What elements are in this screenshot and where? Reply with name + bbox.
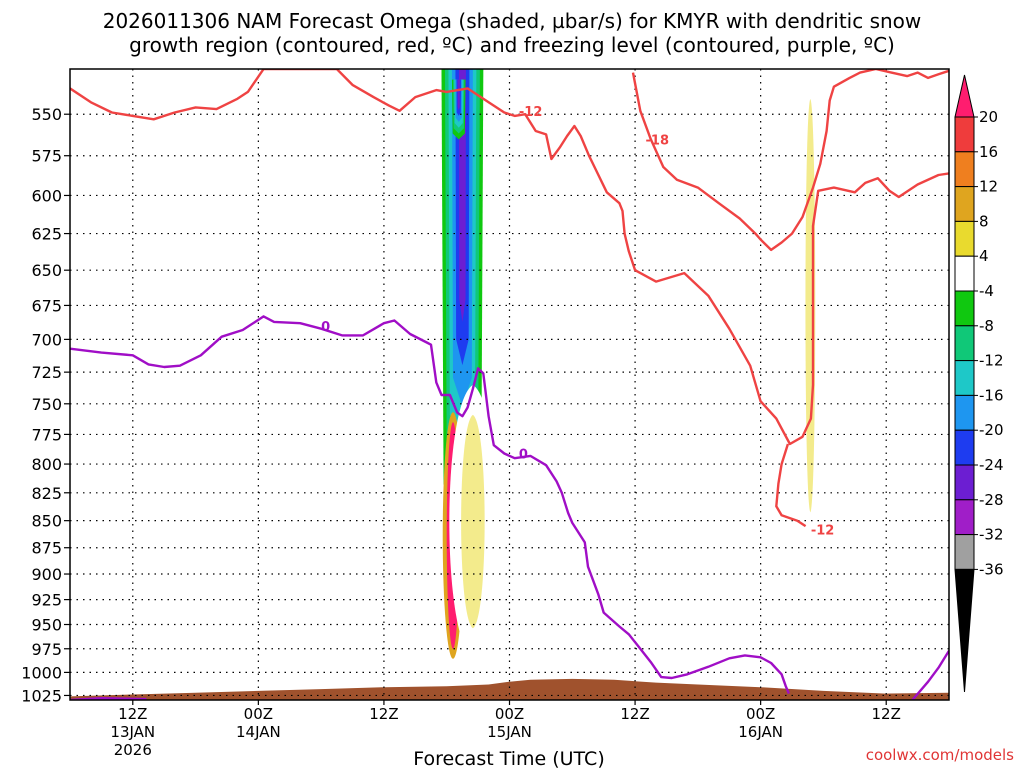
y-tick-label: 975: [31, 640, 62, 659]
y-tick-label: 575: [31, 147, 62, 166]
y-tick-label: 1000: [21, 663, 62, 682]
colorbar-segment: [954, 429, 975, 466]
colorbar-label: 8: [979, 212, 989, 230]
contour-label: 0: [519, 447, 528, 462]
contour-line: [911, 650, 949, 700]
colorbar-segment: [954, 499, 975, 536]
y-tick-label: 875: [31, 539, 62, 558]
contour-label: 0: [321, 320, 330, 335]
contour-line: [631, 69, 949, 252]
credit-text: coolwx.com/models: [866, 746, 1014, 764]
contour-label: -12: [811, 523, 835, 538]
x-tick-label: 00Z: [244, 705, 273, 723]
colorbar-segment: [954, 360, 975, 396]
colorbar-segment: [954, 325, 975, 362]
colorbar-segment: [954, 255, 975, 292]
colorbar-bottom-arrow: [954, 568, 975, 693]
contour-labels: -12 -18 -12 0 0: [321, 105, 834, 539]
chart-title-line-1: 2026011306 NAM Forecast Omega (shaded, µ…: [103, 9, 922, 33]
x-tick-label: 2026: [114, 741, 152, 759]
contour-label: -12: [519, 105, 543, 120]
y-tick-label: 700: [31, 330, 62, 349]
colorbar-segment: [954, 116, 975, 153]
x-tick-label: 12Z: [872, 705, 901, 723]
y-tick-label: 950: [31, 616, 62, 635]
contour-line: [775, 443, 807, 528]
y-tick-label: 675: [31, 296, 62, 315]
y-tick-label: 750: [31, 395, 62, 414]
y-tick-label: 625: [31, 225, 62, 244]
grid-lines: [70, 69, 949, 700]
colorbar-segment: [954, 534, 975, 570]
colorbar-segment: [954, 186, 975, 222]
colorbar-label: 4: [979, 247, 989, 265]
omega-subsidence-area: [685, 446, 694, 548]
contour-lines: [70, 69, 949, 700]
colorbar-segment: [954, 464, 975, 501]
x-tick-label: 12Z: [620, 705, 649, 723]
colorbar: 20 16 12 8 4 -4 -8 -12 -16 -20 -24 -28 -32 -36: [954, 74, 1004, 693]
colorbar-label: -24: [979, 456, 1004, 474]
x-tick-label: 14JAN: [236, 723, 281, 741]
y-axis-ticks: 550 575 600 625 650 675 700 725 750 775 800 825 850 8…: [21, 105, 70, 705]
y-tick-label: 900: [31, 565, 62, 584]
contour-line: [70, 69, 949, 446]
colorbar-segment: [954, 290, 975, 327]
omega-uplift-band: [457, 79, 460, 110]
colorbar-label: -4: [979, 282, 994, 300]
colorbar-label: -20: [979, 421, 1004, 439]
colorbar-label: 20: [979, 108, 998, 126]
terrain-layer: [70, 678, 949, 700]
colorbar-label: -28: [979, 491, 1004, 509]
omega-shading: [329, 69, 872, 659]
x-tick-label: 15JAN: [487, 723, 532, 741]
x-tick-label: 12Z: [118, 705, 147, 723]
x-tick-label: 13JAN: [110, 723, 155, 741]
x-axis-label: Forecast Time (UTC): [413, 748, 604, 768]
colorbar-label: 12: [979, 178, 998, 196]
terrain-fill: [70, 678, 949, 700]
colorbar-top-arrow: [954, 74, 975, 118]
colorbar-label: -12: [979, 352, 1004, 370]
y-tick-label: 550: [31, 105, 62, 124]
y-tick-label: 650: [31, 261, 62, 280]
y-tick-label: 925: [31, 591, 62, 610]
y-tick-label: 850: [31, 512, 62, 531]
colorbar-segment: [954, 151, 975, 188]
y-tick-label: 825: [31, 484, 62, 503]
x-tick-label: 00Z: [495, 705, 524, 723]
colorbar-label: 16: [979, 143, 998, 161]
colorbar-label: -36: [979, 560, 1004, 578]
chart-title-line-2: growth region (contoured, red, ºC) and f…: [129, 33, 895, 57]
x-tick-label: 16JAN: [738, 723, 783, 741]
colorbar-label: -32: [979, 526, 1004, 544]
colorbar-segment: [954, 394, 975, 431]
y-tick-label: 725: [31, 363, 62, 382]
omega-subsidence-inner: [461, 414, 485, 629]
colorbar-label: -16: [979, 386, 1004, 404]
contour-line: [70, 315, 791, 695]
omega-subsidence-area: [329, 509, 334, 625]
y-tick-label: 800: [31, 455, 62, 474]
x-tick-label: 12Z: [369, 705, 398, 723]
y-tick-label: 600: [31, 186, 62, 205]
y-tick-label: 1025: [21, 686, 62, 705]
x-tick-label: 00Z: [746, 705, 775, 723]
contour-label: -18: [646, 133, 670, 148]
colorbar-label: -8: [979, 317, 994, 335]
omega-subsidence-area: [505, 69, 512, 180]
colorbar-segment: [954, 220, 975, 257]
y-tick-label: 775: [31, 425, 62, 444]
